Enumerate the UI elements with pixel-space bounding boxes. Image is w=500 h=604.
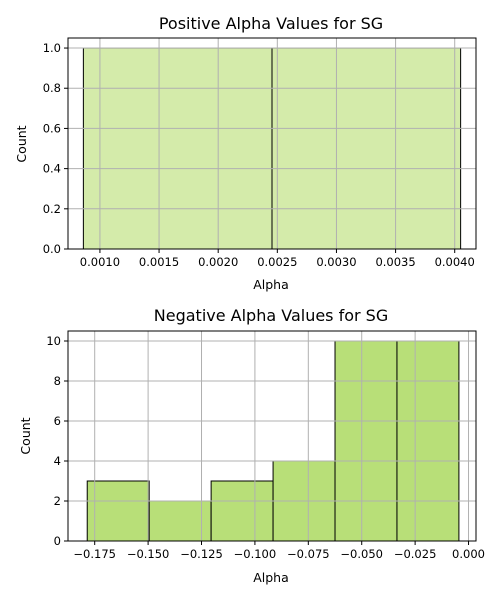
x-tick-label: 0.0015 bbox=[139, 255, 179, 269]
chart-title: Positive Alpha Values for SG bbox=[159, 14, 383, 33]
x-tick-label: −0.025 bbox=[394, 547, 437, 561]
histogram-bar bbox=[396, 340, 460, 542]
x-axis-label: Alpha bbox=[253, 570, 289, 585]
x-axis-label: Alpha bbox=[253, 277, 289, 292]
x-tick-label: −0.150 bbox=[127, 547, 170, 561]
x-tick-label: 0.0035 bbox=[375, 255, 415, 269]
y-tick-label: 0 bbox=[54, 534, 61, 548]
negative-alpha-histogram: Negative Alpha Values for SG Alpha Count… bbox=[18, 306, 485, 585]
y-tick-label: 10 bbox=[46, 334, 61, 348]
x-tick-label: 0.0040 bbox=[435, 255, 475, 269]
y-tick-label: 6 bbox=[54, 414, 61, 428]
histogram-bar bbox=[271, 47, 462, 250]
x-tick-label: 0.0025 bbox=[257, 255, 297, 269]
histogram-bar bbox=[334, 340, 398, 542]
x-tick-label: −0.100 bbox=[234, 547, 277, 561]
y-tick-label: 0.2 bbox=[43, 202, 61, 216]
plot-frame bbox=[67, 37, 477, 250]
x-tick-label: 0.0030 bbox=[316, 255, 356, 269]
y-axis-label: Count bbox=[14, 125, 29, 162]
y-tick-label: 0.8 bbox=[43, 81, 61, 95]
x-tick-label: −0.075 bbox=[287, 547, 330, 561]
histogram-bar bbox=[86, 480, 150, 542]
positive-alpha-histogram: Positive Alpha Values for SG Alpha Count… bbox=[14, 14, 477, 292]
x-tick-label: −0.125 bbox=[180, 547, 223, 561]
y-tick-label: 0.4 bbox=[43, 162, 61, 176]
y-axis-label: Count bbox=[18, 417, 33, 454]
chart-title: Negative Alpha Values for SG bbox=[154, 306, 388, 325]
y-tick-label: 8 bbox=[54, 374, 61, 388]
x-tick-label: 0.000 bbox=[452, 547, 485, 561]
histogram-bar bbox=[148, 500, 212, 542]
histogram-bar bbox=[210, 480, 274, 542]
y-tick-label: 0.6 bbox=[43, 121, 61, 135]
y-tick-label: 1.0 bbox=[43, 41, 61, 55]
x-tick-label: 0.0010 bbox=[80, 255, 120, 269]
x-tick-label: −0.175 bbox=[73, 547, 116, 561]
y-tick-label: 2 bbox=[54, 494, 61, 508]
histogram-bar bbox=[82, 47, 273, 250]
x-tick-label: 0.0020 bbox=[198, 255, 238, 269]
plot-frame bbox=[67, 330, 477, 542]
y-tick-label: 0.0 bbox=[43, 242, 61, 256]
x-tick-label: −0.050 bbox=[340, 547, 383, 561]
y-tick-label: 4 bbox=[54, 454, 61, 468]
